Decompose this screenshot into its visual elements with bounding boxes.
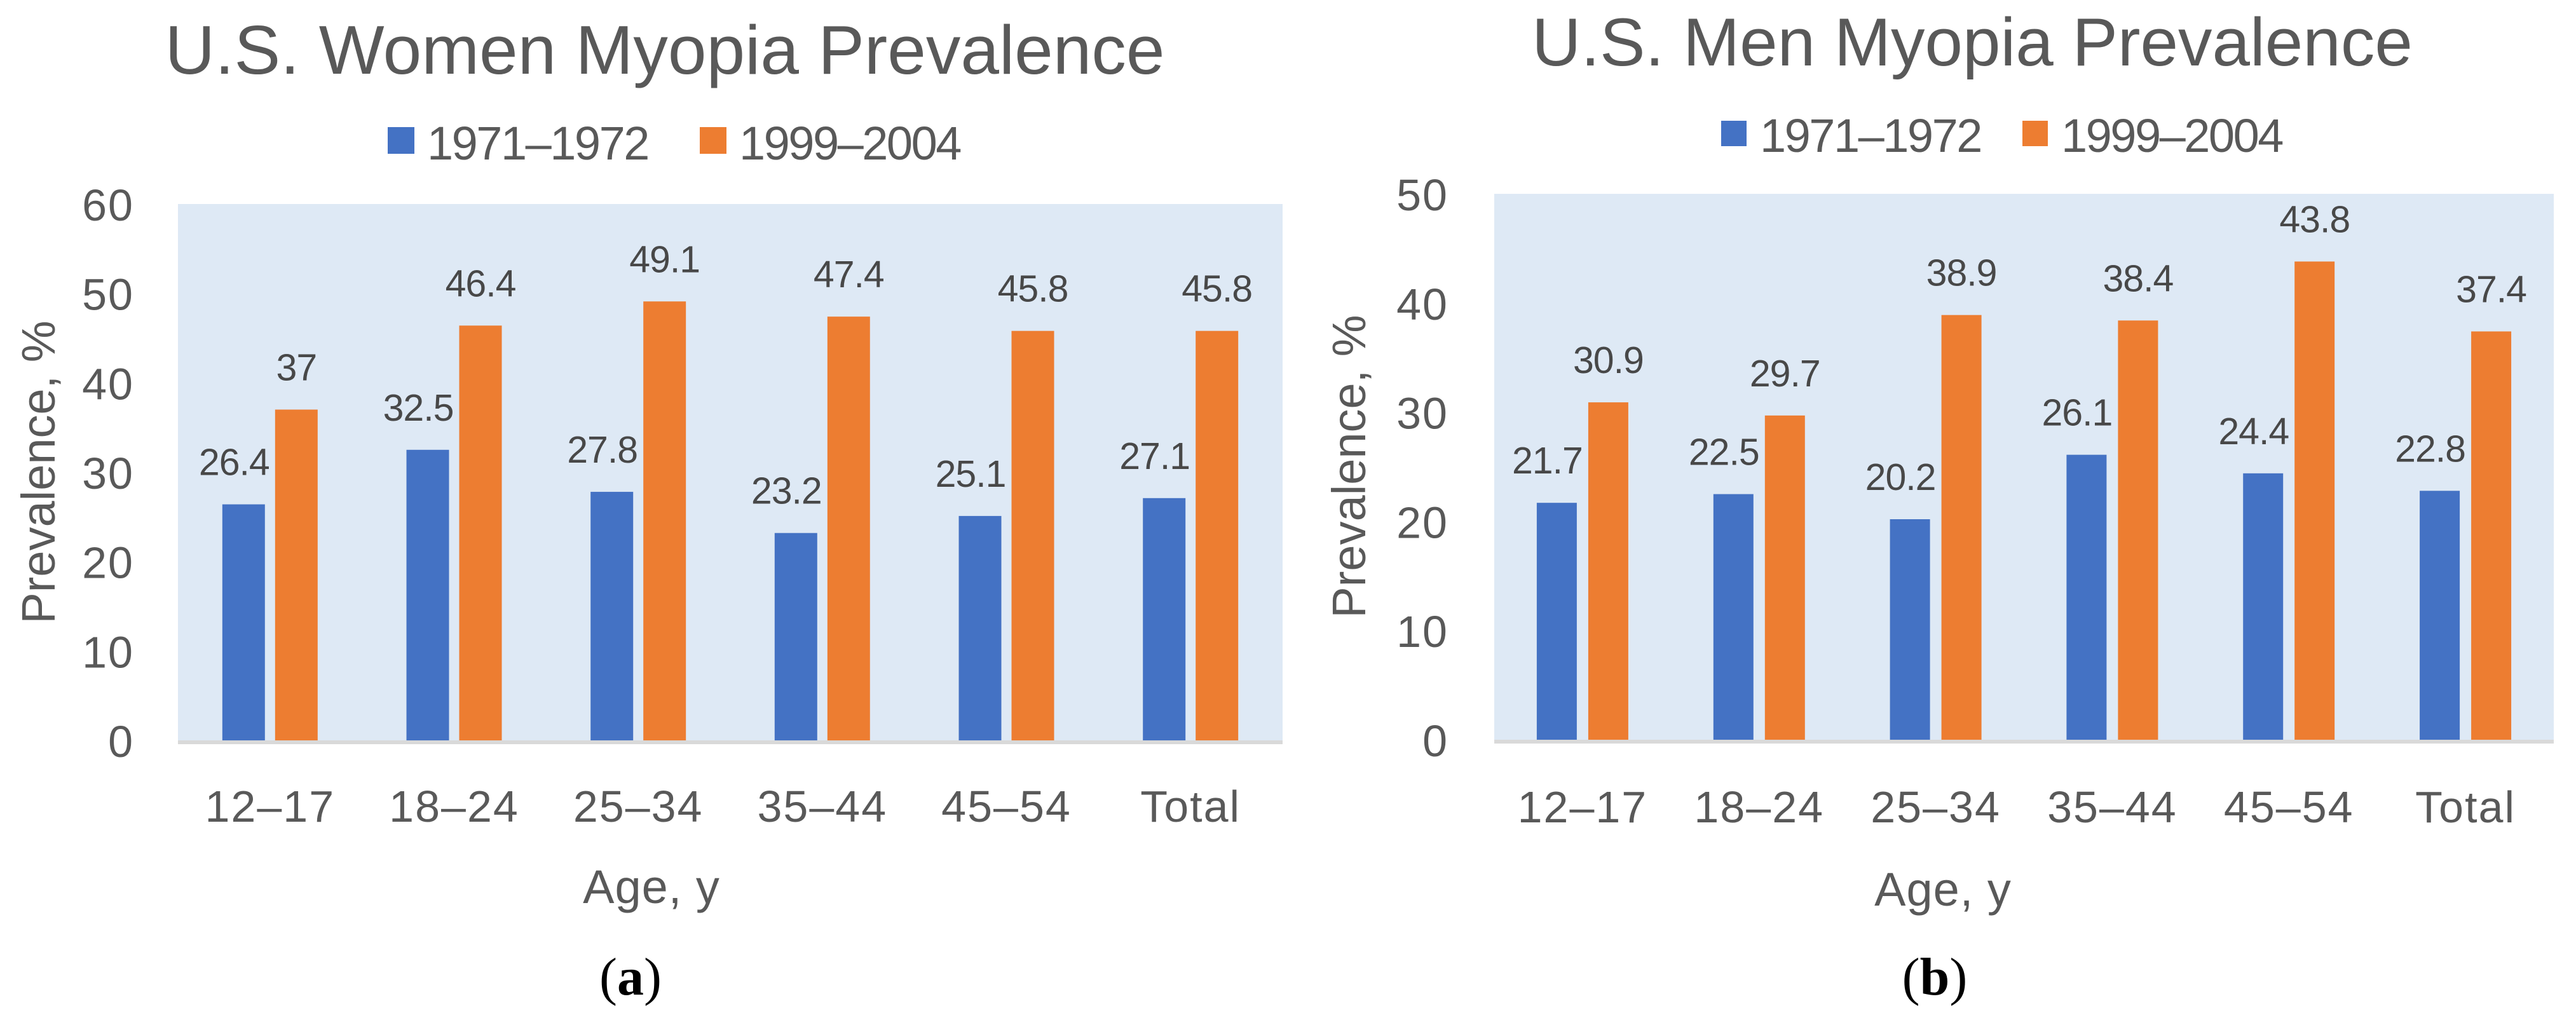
svg-text:43.8: 43.8 <box>2279 199 2350 241</box>
svg-text:18–24: 18–24 <box>1694 782 1824 832</box>
svg-text:26.4: 26.4 <box>199 442 269 484</box>
svg-text:25–34: 25–34 <box>573 782 704 831</box>
svg-text:Total: Total <box>2415 782 2516 832</box>
svg-text:10: 10 <box>1396 607 1448 656</box>
svg-text:20: 20 <box>1396 498 1448 547</box>
svg-text:25–34: 25–34 <box>1871 782 2001 832</box>
svg-text:37.4: 37.4 <box>2456 268 2526 310</box>
svg-text:32.5: 32.5 <box>383 387 454 429</box>
svg-text:1999–2004: 1999–2004 <box>739 117 960 170</box>
svg-text:18–24: 18–24 <box>389 782 519 831</box>
svg-text:1971–1972: 1971–1972 <box>427 117 648 170</box>
svg-text:10: 10 <box>82 627 134 677</box>
svg-text:25.1: 25.1 <box>936 453 1006 495</box>
svg-text:38.4: 38.4 <box>2102 257 2173 299</box>
svg-text:Total: Total <box>1140 782 1241 831</box>
svg-text:0: 0 <box>1422 716 1448 766</box>
svg-text:20: 20 <box>82 538 134 588</box>
svg-text:50: 50 <box>1396 170 1448 220</box>
svg-text:49.1: 49.1 <box>629 238 700 280</box>
svg-text:(b): (b) <box>1902 948 1968 1007</box>
svg-text:Age, y: Age, y <box>583 860 720 913</box>
svg-text:50: 50 <box>82 270 134 320</box>
svg-text:1971–1972: 1971–1972 <box>1760 109 1981 162</box>
svg-text:45.8: 45.8 <box>998 268 1068 310</box>
svg-text:26.1: 26.1 <box>2041 392 2112 434</box>
svg-text:27.8: 27.8 <box>567 429 637 471</box>
svg-text:60: 60 <box>82 180 134 230</box>
svg-text:U.S. Men Myopia Prevalence: U.S. Men Myopia Prevalence <box>1532 4 2413 80</box>
svg-text:35–44: 35–44 <box>758 782 888 831</box>
svg-text:45–54: 45–54 <box>941 782 1072 831</box>
svg-text:47.4: 47.4 <box>814 254 884 296</box>
svg-text:30: 30 <box>82 449 134 498</box>
svg-text:Prevalence, %: Prevalence, % <box>12 320 65 623</box>
svg-text:23.2: 23.2 <box>751 470 822 512</box>
svg-text:21.7: 21.7 <box>1512 440 1583 482</box>
svg-text:Age, y: Age, y <box>1874 863 2012 916</box>
svg-text:0: 0 <box>108 717 134 766</box>
svg-text:(a): (a) <box>599 948 662 1007</box>
svg-text:1999–2004: 1999–2004 <box>2061 109 2282 162</box>
svg-text:45–54: 45–54 <box>2224 782 2354 832</box>
svg-text:22.8: 22.8 <box>2395 428 2465 470</box>
svg-text:40: 40 <box>82 359 134 409</box>
svg-text:29.7: 29.7 <box>1750 353 1820 395</box>
svg-text:30: 30 <box>1396 389 1448 439</box>
svg-text:46.4: 46.4 <box>446 262 516 304</box>
svg-text:U.S. Women Myopia Prevalence: U.S. Women Myopia Prevalence <box>165 11 1164 89</box>
svg-text:Prevalence, %: Prevalence, % <box>1323 315 1375 618</box>
svg-text:24.4: 24.4 <box>2218 411 2289 452</box>
svg-text:20.2: 20.2 <box>1865 456 1936 498</box>
svg-text:30.9: 30.9 <box>1573 339 1644 381</box>
svg-text:12–17: 12–17 <box>205 782 336 831</box>
svg-text:45.8: 45.8 <box>1182 268 1252 310</box>
svg-text:37: 37 <box>276 347 317 389</box>
svg-text:27.1: 27.1 <box>1119 435 1190 477</box>
svg-text:22.5: 22.5 <box>1689 431 1759 473</box>
svg-text:12–17: 12–17 <box>1518 782 1648 832</box>
svg-text:40: 40 <box>1396 280 1448 329</box>
svg-text:35–44: 35–44 <box>2047 782 2177 832</box>
svg-text:38.9: 38.9 <box>1926 252 1997 294</box>
